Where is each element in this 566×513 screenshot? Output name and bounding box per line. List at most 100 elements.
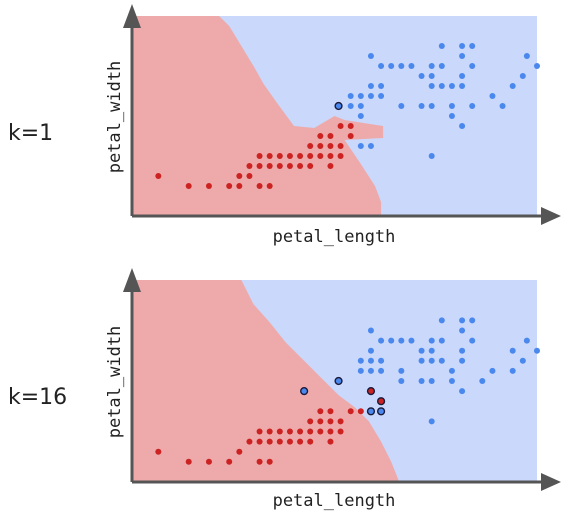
data-point-class-0 <box>266 458 273 465</box>
data-point-class-1 <box>489 93 496 99</box>
data-point-class-1 <box>428 357 435 364</box>
data-point-class-0 <box>337 153 344 159</box>
data-point-class-1 <box>367 367 374 374</box>
data-point-class-1 <box>347 103 354 109</box>
data-point-class-0 <box>347 123 354 129</box>
x-axis-arrow <box>541 207 561 225</box>
data-point-class-1 <box>469 43 476 49</box>
data-point-class-0 <box>297 163 304 169</box>
data-point-class-0 <box>276 428 283 435</box>
data-point-class-1 <box>378 83 385 89</box>
data-point-class-1 <box>469 317 476 324</box>
misclassified-point <box>300 387 309 396</box>
y-axis-label-k16: petal_width <box>105 326 125 439</box>
data-point-class-0 <box>236 173 243 179</box>
data-point-class-0 <box>246 173 253 179</box>
data-point-class-1 <box>459 327 466 334</box>
data-point-class-0 <box>266 153 273 159</box>
data-point-class-1 <box>448 367 455 374</box>
panel-k1: k=1 petal_length petal_width <box>8 4 561 247</box>
data-point-class-0 <box>155 173 162 179</box>
panel-label-k16: k=16 <box>8 385 67 410</box>
data-point-class-1 <box>367 357 374 364</box>
data-point-class-0 <box>226 183 233 189</box>
data-point-class-1 <box>408 337 415 344</box>
data-point-class-0 <box>307 438 314 445</box>
data-point-class-0 <box>307 163 314 169</box>
data-point-class-0 <box>256 183 263 189</box>
data-point-class-1 <box>428 378 435 384</box>
data-point-class-1 <box>428 418 435 425</box>
data-point-class-0 <box>266 438 273 445</box>
data-point-class-1 <box>398 103 405 109</box>
data-point-class-0 <box>155 448 162 455</box>
data-point-class-0 <box>317 428 324 435</box>
data-point-class-1 <box>459 347 466 354</box>
y-axis-arrow <box>123 4 141 28</box>
data-point-class-1 <box>408 63 415 69</box>
data-point-class-1 <box>448 378 455 384</box>
data-point-class-0 <box>246 438 253 445</box>
data-point-class-1 <box>519 73 526 79</box>
data-point-class-0 <box>327 133 334 139</box>
data-point-class-0 <box>236 183 243 189</box>
data-point-class-1 <box>378 337 385 344</box>
data-point-class-1 <box>438 43 445 49</box>
data-point-class-0 <box>297 428 304 435</box>
data-point-class-0 <box>327 163 334 169</box>
data-point-class-1 <box>418 73 425 79</box>
data-point-class-1 <box>509 347 516 354</box>
data-point-class-0 <box>286 163 293 169</box>
data-point-class-1 <box>438 63 445 69</box>
data-point-class-0 <box>185 183 192 189</box>
data-point-class-1 <box>398 63 405 69</box>
data-point-class-1 <box>367 53 374 59</box>
data-point-class-1 <box>469 63 476 69</box>
data-point-class-1 <box>469 103 476 109</box>
data-point-class-1 <box>367 347 374 354</box>
misclassified-point <box>366 407 376 416</box>
data-point-class-1 <box>367 143 374 149</box>
data-point-class-0 <box>307 418 314 425</box>
misclassified-point <box>334 376 343 386</box>
data-point-class-1 <box>438 83 445 89</box>
data-point-class-1 <box>418 347 425 354</box>
data-point-class-1 <box>469 337 476 344</box>
data-point-class-0 <box>297 153 304 159</box>
data-point-class-1 <box>428 83 435 89</box>
data-point-class-1 <box>357 357 364 364</box>
data-point-class-0 <box>327 428 334 435</box>
data-point-class-1 <box>428 347 435 354</box>
data-point-class-0 <box>327 153 334 159</box>
panel-label-k1: k=1 <box>8 121 53 146</box>
data-point-class-0 <box>256 438 263 445</box>
data-point-class-0 <box>307 153 314 159</box>
data-point-class-1 <box>428 337 435 344</box>
data-point-class-1 <box>509 83 516 89</box>
data-point-class-1 <box>523 337 530 344</box>
x-axis-label-k16: petal_length <box>273 491 396 511</box>
data-point-class-1 <box>448 83 455 89</box>
data-point-class-1 <box>378 63 385 69</box>
data-point-class-0 <box>286 428 293 435</box>
data-point-class-0 <box>317 418 324 425</box>
data-point-class-0 <box>246 163 253 169</box>
data-point-class-0 <box>236 448 243 455</box>
data-point-class-0 <box>317 143 324 149</box>
data-point-class-0 <box>327 438 334 445</box>
data-point-class-0 <box>276 438 283 445</box>
data-point-class-1 <box>448 113 455 119</box>
data-point-class-0 <box>307 428 314 435</box>
plot-area-k16 <box>123 268 561 491</box>
data-point-class-1 <box>438 317 445 324</box>
data-point-class-0 <box>357 408 364 415</box>
data-point-class-1 <box>357 367 364 374</box>
data-point-class-1 <box>357 93 364 99</box>
data-point-class-1 <box>438 337 445 344</box>
data-point-class-0 <box>286 153 293 159</box>
data-point-class-1 <box>418 103 425 109</box>
data-point-class-1 <box>523 53 530 59</box>
data-point-class-0 <box>205 458 212 465</box>
data-point-class-1 <box>459 388 466 395</box>
